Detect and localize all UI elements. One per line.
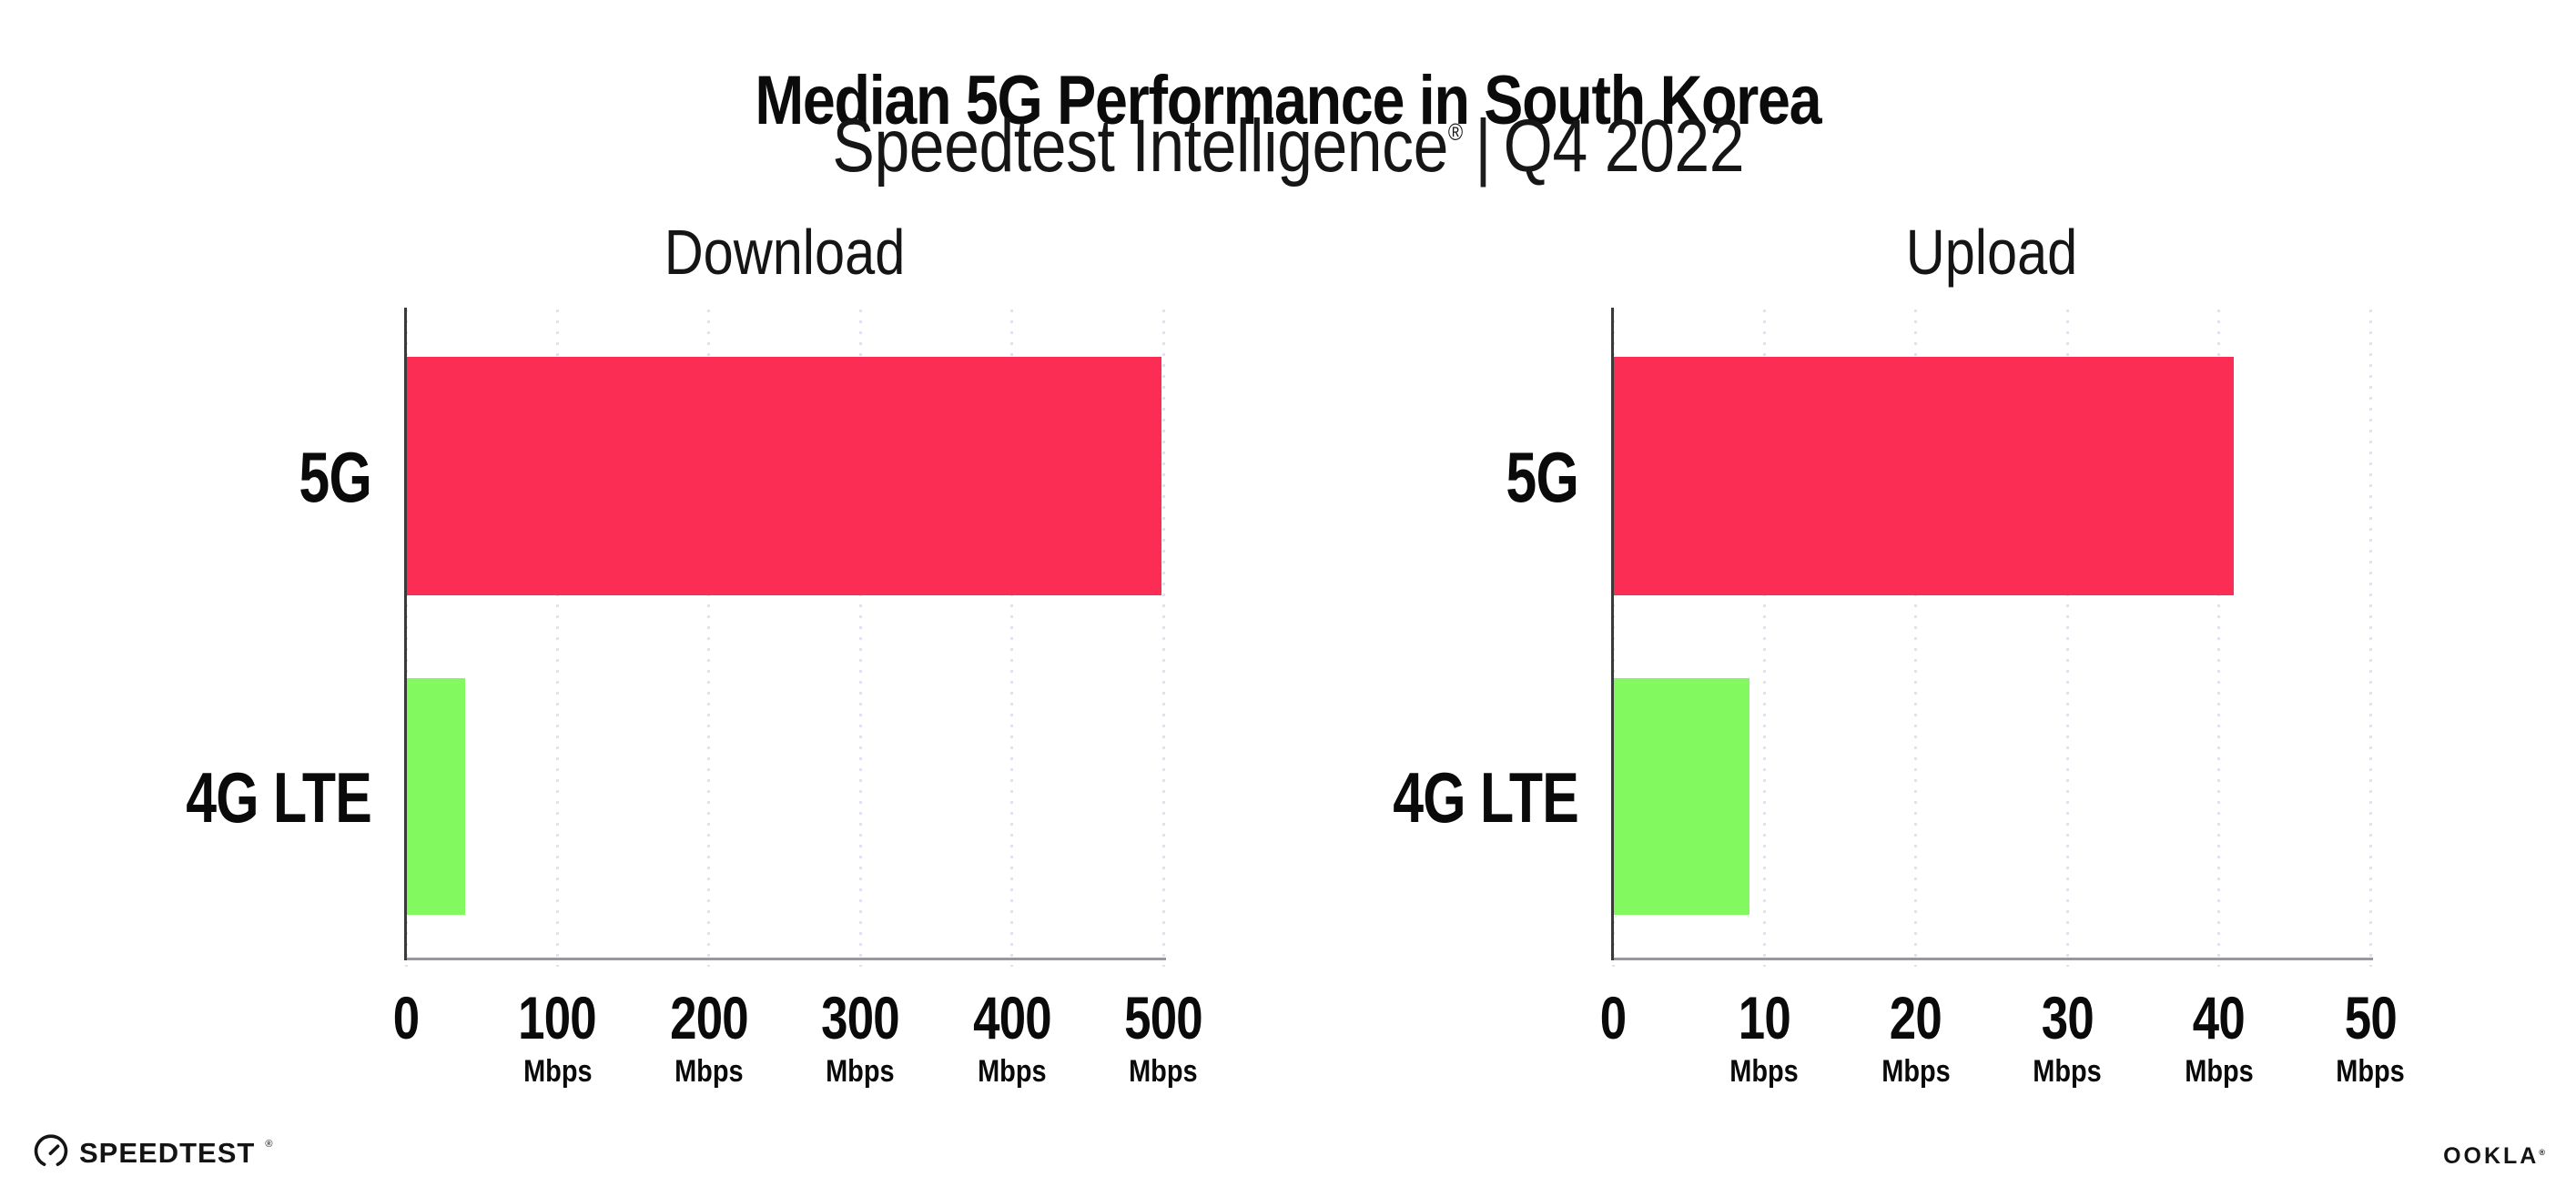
gridline-300 bbox=[858, 309, 862, 967]
x-tick-unit: Mbps bbox=[2033, 1054, 2102, 1089]
speedtest-gauge-icon bbox=[34, 1134, 68, 1166]
gridline-20 bbox=[1914, 309, 1918, 967]
category-label-4g-lte: 4G LTE bbox=[1393, 757, 1579, 837]
panel-title-upload: Upload bbox=[1905, 217, 2078, 288]
x-tick-0: 0 bbox=[1597, 988, 1629, 1048]
category-label-5g: 5G bbox=[1506, 437, 1578, 517]
x-tick-value: 20 bbox=[1890, 984, 1942, 1051]
x-tick-value: 30 bbox=[2041, 984, 2094, 1051]
x-tick-unit: Mbps bbox=[2184, 1054, 2254, 1089]
x-tick-400: 400 Mbps bbox=[963, 988, 1060, 1087]
x-tick-30: 30 Mbps bbox=[2027, 988, 2108, 1087]
gridline-30 bbox=[2065, 309, 2069, 967]
download-y-axis bbox=[404, 308, 407, 960]
x-tick-value: 40 bbox=[2193, 984, 2246, 1051]
x-tick-0: 0 bbox=[390, 988, 422, 1048]
x-tick-40: 40 Mbps bbox=[2178, 988, 2259, 1087]
x-tick-value: 300 bbox=[821, 984, 900, 1051]
upload-y-axis bbox=[1611, 308, 1614, 960]
x-tick-20: 20 Mbps bbox=[1875, 988, 1956, 1087]
gridline-400 bbox=[1010, 309, 1014, 967]
speedtest-registered-mark: ® bbox=[265, 1139, 273, 1150]
gridline-100 bbox=[555, 309, 559, 967]
chart-subtitle-text: Speedtest Intelligence® | Q4 2022 bbox=[832, 109, 1744, 184]
x-tick-100: 100 Mbps bbox=[509, 988, 606, 1087]
x-tick-unit: Mbps bbox=[1129, 1054, 1198, 1089]
x-tick-value: 50 bbox=[2344, 984, 2397, 1051]
bar-download-4g-lte bbox=[406, 678, 465, 915]
x-tick-50: 50 Mbps bbox=[2330, 988, 2411, 1087]
bar-upload-4g-lte bbox=[1613, 678, 1749, 915]
subtitle-brand: Speedtest Intelligence bbox=[832, 105, 1448, 188]
subtitle-separator: | bbox=[1475, 105, 1491, 188]
chart-title-text: Median 5G Performance in South Korea bbox=[755, 61, 1821, 139]
ookla-logo-text: OOKLA bbox=[2443, 1143, 2540, 1169]
x-tick-value: 500 bbox=[1124, 984, 1203, 1051]
category-label-4g-lte: 4G LTE bbox=[186, 757, 372, 837]
speedtest-logo: SPEEDTEST ® bbox=[33, 1134, 272, 1171]
bar-download-5g bbox=[406, 357, 1162, 595]
x-tick-unit: Mbps bbox=[674, 1054, 744, 1089]
x-tick-value: 0 bbox=[392, 984, 420, 1051]
download-x-tick-labels: 0 100 Mbps 200 Mbps 300 Mbps 400 Mbps 500 Mbps bbox=[393, 988, 1203, 1097]
gridline-10 bbox=[1762, 309, 1766, 967]
upload-plot-area bbox=[1611, 309, 2372, 967]
x-tick-value: 200 bbox=[669, 984, 749, 1051]
gridline-200 bbox=[707, 309, 711, 967]
chart-title: Median 5G Performance in South Korea bbox=[0, 66, 2576, 136]
x-tick-unit: Mbps bbox=[1729, 1054, 1800, 1089]
gridline-40 bbox=[2217, 309, 2221, 967]
x-tick-unit: Mbps bbox=[826, 1054, 895, 1089]
category-label-5g: 5G bbox=[299, 437, 371, 517]
x-tick-500: 500 Mbps bbox=[1114, 988, 1212, 1087]
speedtest-logo-text: SPEEDTEST bbox=[79, 1136, 256, 1169]
x-tick-200: 200 Mbps bbox=[660, 988, 757, 1087]
x-tick-value: 10 bbox=[1738, 984, 1791, 1051]
ookla-logo: OOKLA® bbox=[2443, 1145, 2545, 1168]
registered-mark-icon: ® bbox=[1447, 117, 1463, 146]
upload-x-axis bbox=[1611, 958, 2373, 960]
download-x-axis bbox=[404, 958, 1166, 960]
x-tick-unit: Mbps bbox=[1881, 1054, 1951, 1089]
ookla-registered-mark: ® bbox=[2539, 1148, 2545, 1157]
x-tick-unit: Mbps bbox=[522, 1054, 593, 1089]
x-tick-value: 400 bbox=[972, 984, 1052, 1051]
gridline-500 bbox=[1161, 309, 1165, 967]
x-tick-10: 10 Mbps bbox=[1724, 988, 1805, 1087]
subtitle-period: Q4 2022 bbox=[1503, 105, 1744, 188]
x-tick-value: 100 bbox=[518, 984, 598, 1051]
download-plot-area bbox=[404, 309, 1165, 967]
x-tick-value: 0 bbox=[1599, 984, 1627, 1051]
panel-title-download: Download bbox=[664, 217, 906, 288]
x-tick-300: 300 Mbps bbox=[812, 988, 909, 1087]
chart-subtitle: Speedtest Intelligence® | Q4 2022 bbox=[0, 109, 2576, 184]
x-tick-unit: Mbps bbox=[2336, 1054, 2405, 1089]
bar-upload-5g bbox=[1613, 357, 2235, 595]
gridline-50 bbox=[2368, 309, 2372, 967]
upload-x-tick-labels: 0 10 Mbps 20 Mbps 30 Mbps 40 Mbps 50 Mbps bbox=[1600, 988, 2405, 1097]
x-tick-unit: Mbps bbox=[977, 1054, 1047, 1089]
